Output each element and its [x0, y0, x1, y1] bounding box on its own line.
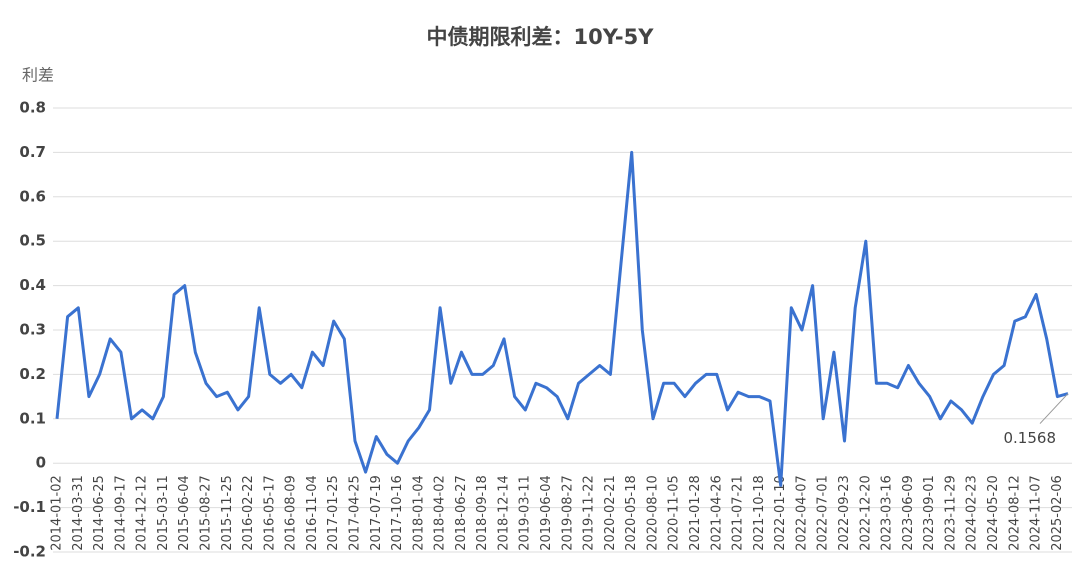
x-tick-label: 2015-03-11 [156, 475, 171, 551]
x-tick-label: 2019-11-22 [582, 475, 597, 551]
y-axis-title: 利差 [22, 66, 54, 85]
x-tick-label: 2024-11-07 [1029, 475, 1044, 551]
x-tick-label: 2020-02-21 [603, 475, 618, 551]
x-tick-label: 2022-09-23 [837, 475, 852, 551]
x-tick-label: 2018-06-27 [454, 475, 469, 551]
x-tick-label: 2017-04-25 [347, 475, 362, 551]
x-tick-label: 2022-01-10 [773, 475, 788, 551]
x-tick-label: 2018-09-18 [475, 475, 490, 551]
y-tick-label: 0.4 [19, 276, 46, 294]
x-tick-label: 2014-01-02 [50, 475, 65, 551]
y-tick-label: 0.6 [19, 187, 46, 205]
x-tick-label: 2014-09-17 [113, 475, 128, 551]
x-tick-label: 2019-08-27 [560, 475, 575, 551]
x-tick-label: 2020-11-05 [667, 475, 682, 551]
y-tick-label: 0.3 [19, 321, 46, 339]
x-tick-label: 2024-08-12 [1007, 475, 1022, 551]
x-tick-label: 2022-07-01 [816, 475, 831, 551]
x-tick-label: 2023-09-01 [922, 475, 937, 551]
x-tick-label: 2020-08-10 [645, 475, 660, 551]
y-tick-label: 0.1 [19, 409, 46, 427]
y-tick-label: 0.5 [19, 232, 46, 250]
x-tick-label: 2016-11-04 [305, 475, 320, 551]
x-tick-label: 2017-01-25 [326, 475, 341, 551]
y-tick-label: 0 [36, 454, 46, 472]
x-tick-label: 2021-01-28 [688, 475, 703, 551]
x-tick-label: 2014-06-25 [92, 475, 107, 551]
x-tick-label: 2018-04-02 [433, 475, 448, 551]
x-tick-label: 2022-04-07 [794, 475, 809, 551]
x-tick-label: 2024-02-23 [965, 475, 980, 551]
x-tick-label: 2021-10-18 [752, 475, 767, 551]
x-tick-label: 2015-06-04 [177, 475, 192, 551]
x-tick-label: 2016-02-22 [241, 475, 256, 551]
x-tick-label: 2014-12-12 [135, 475, 150, 551]
x-tick-label: 2018-12-14 [496, 475, 511, 551]
x-tick-label: 2016-08-09 [284, 475, 299, 551]
x-tick-label: 2025-02-06 [1050, 475, 1065, 551]
x-tick-label: 2023-06-09 [901, 475, 916, 551]
x-tick-label: 2017-07-19 [369, 475, 384, 551]
x-tick-label: 2015-11-25 [220, 475, 235, 551]
y-tick-label: 0.8 [19, 99, 46, 117]
x-tick-label: 2019-06-04 [539, 475, 554, 551]
y-tick-label: -0.2 [13, 543, 46, 561]
x-tick-label: 2016-05-17 [262, 475, 277, 551]
x-tick-label: 2023-03-16 [880, 475, 895, 551]
x-tick-label: 2021-04-26 [709, 475, 724, 551]
x-tick-label: 2018-01-04 [411, 475, 426, 551]
x-tick-label: 2023-11-29 [943, 475, 958, 551]
data-line [55, 150, 1069, 487]
x-tick-label: 2024-05-20 [986, 475, 1001, 551]
y-tick-label: 0.7 [19, 143, 46, 161]
x-tick-label: 2022-12-20 [858, 475, 873, 551]
y-tick-label: 0.2 [19, 365, 46, 383]
x-tick-label: 2019-03-11 [518, 475, 533, 551]
x-tick-label: 2015-08-27 [198, 475, 213, 551]
x-tick-label: 2021-07-21 [731, 475, 746, 551]
x-tick-label: 2014-03-31 [71, 475, 86, 551]
x-tick-label: 2020-05-18 [624, 475, 639, 551]
annotation: 0.1568 [1004, 429, 1057, 447]
y-tick-label: -0.1 [13, 498, 46, 516]
annotation-leader [1039, 393, 1069, 424]
chart-title: 中债期限利差：10Y-5Y [427, 25, 655, 49]
x-tick-label: 2017-10-16 [390, 475, 405, 551]
